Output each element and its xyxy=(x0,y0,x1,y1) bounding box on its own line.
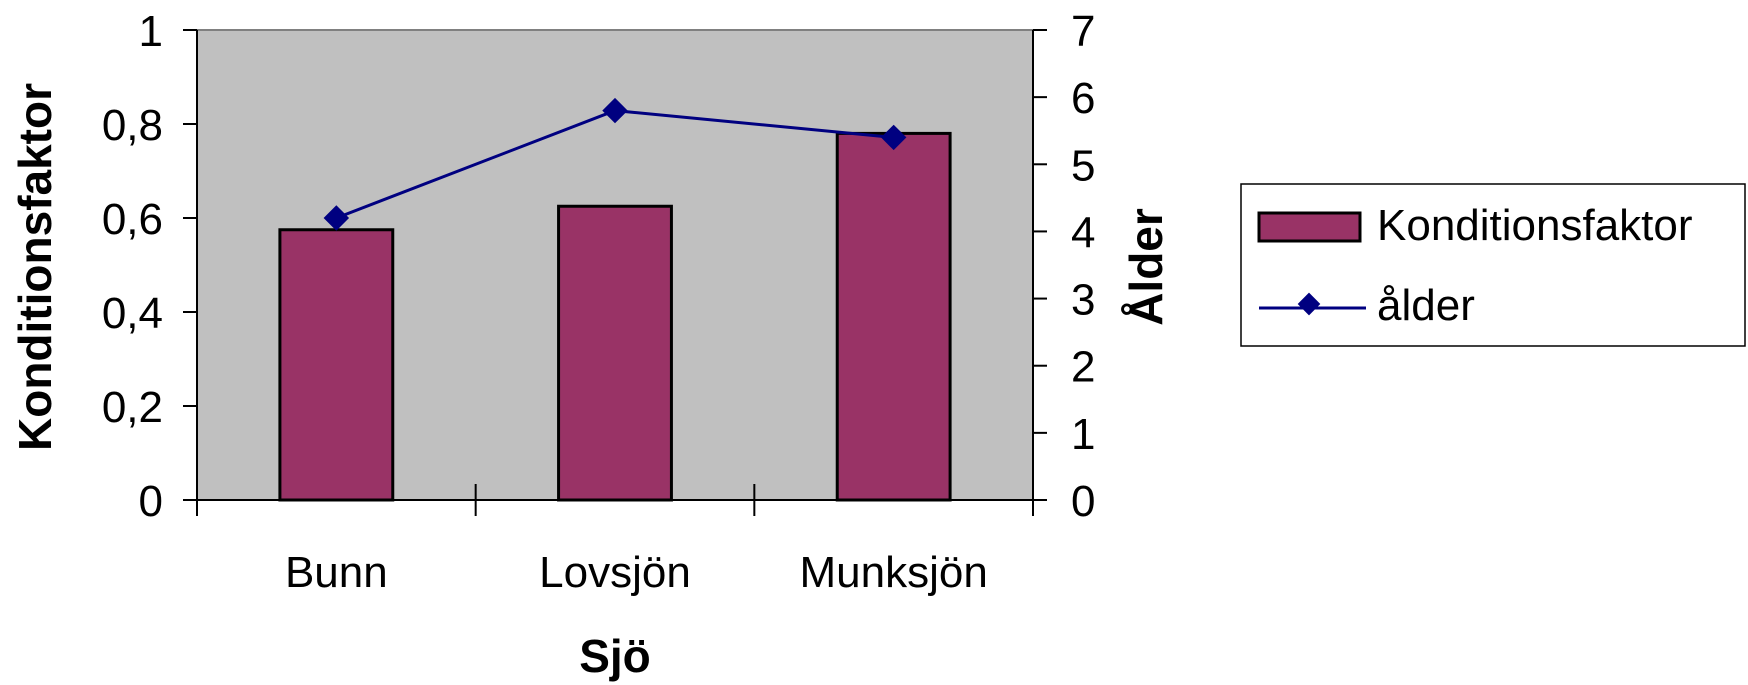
y2-tick-label-0: 0 xyxy=(1071,477,1095,526)
legend: Konditionsfaktor ålder xyxy=(1240,183,1746,347)
y-tick-label-3: 0,6 xyxy=(102,195,163,244)
legend-bar-swatch xyxy=(1257,211,1362,243)
y2-tick-label-1: 1 xyxy=(1071,410,1095,459)
y2-tick-label-4: 4 xyxy=(1071,208,1095,257)
bar-0 xyxy=(278,228,395,502)
y-tick-label-2: 0,4 xyxy=(102,289,163,338)
legend-label-alder: ålder xyxy=(1377,281,1475,330)
category-labels: Bunn Lovsjön Munksjön xyxy=(285,548,988,597)
y2-tick-label-5: 5 xyxy=(1071,141,1095,190)
legend-label-konditionsfaktor: Konditionsfaktor xyxy=(1377,201,1693,250)
legend-box xyxy=(1240,183,1746,347)
alder-point-1 xyxy=(602,97,628,124)
bar-1 xyxy=(557,204,673,502)
axes-group: 0 0,2 0,4 0,6 0,8 1 0 1 2 3 4 5 6 7 xyxy=(102,7,1096,526)
y2-tick-label-2: 2 xyxy=(1071,343,1095,392)
y2-tick-label-7: 7 xyxy=(1071,7,1095,56)
x-axis-title: Sjö xyxy=(579,630,651,682)
y-tick-label-1: 0,2 xyxy=(102,383,163,432)
alder-point-2 xyxy=(880,124,907,151)
y2-tick-label-6: 6 xyxy=(1071,74,1095,123)
x-tick-label-2: Munksjön xyxy=(800,548,988,597)
y-axis-title: Konditionsfaktor xyxy=(9,83,61,451)
x-tick-label-0: Bunn xyxy=(285,548,388,597)
line-series-group xyxy=(323,97,907,231)
x-tick-label-1: Lovsjön xyxy=(539,548,691,597)
bars-group xyxy=(278,131,952,502)
y2-tick-label-3: 3 xyxy=(1071,276,1095,325)
y-tick-label-5: 1 xyxy=(139,7,163,56)
bar-2 xyxy=(835,131,952,502)
y-tick-label-0: 0 xyxy=(139,477,163,526)
y2-axis-title: Ålder xyxy=(1120,208,1172,326)
legend-diamond-marker xyxy=(1297,292,1321,316)
alder-point-0 xyxy=(323,205,350,231)
y-tick-label-4: 0,8 xyxy=(102,101,163,150)
